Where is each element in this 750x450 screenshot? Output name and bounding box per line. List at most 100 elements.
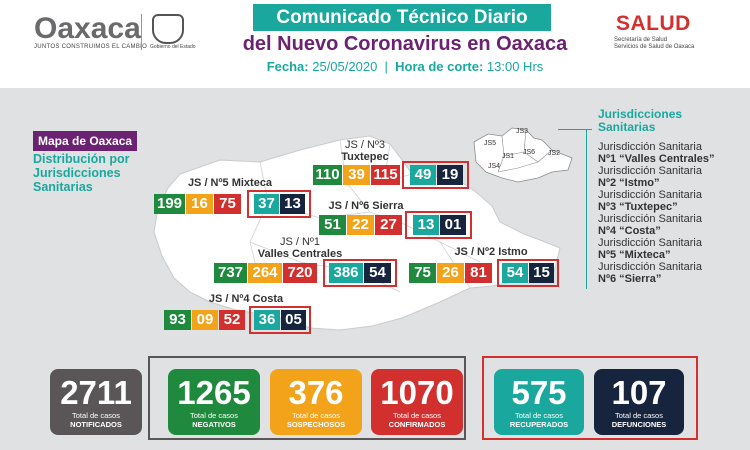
js6-confirmados: 27	[375, 215, 402, 235]
js3-sospechosos: 39	[343, 165, 370, 185]
salud-sub-line2: Servicios de Salud de Oaxaca	[614, 44, 695, 50]
js2-negativos: 75	[409, 263, 436, 283]
salud-sub-line1: Secretaría de Salud	[614, 37, 668, 43]
total-confirmados-value: 1070	[380, 374, 454, 411]
brand-tagline: JUNTOS CONSTRUIMOS EL CAMBIO	[34, 44, 148, 50]
js6-sospechosos: 22	[347, 215, 374, 235]
header: Oaxaca JUNTOS CONSTRUIMOS EL CAMBIO Gobi…	[0, 0, 750, 88]
js5-recuperados: 37	[254, 194, 279, 214]
js3-frame	[402, 161, 469, 189]
fecha-value: 25/05/2020	[312, 59, 378, 74]
js2-confirmados: 81	[465, 263, 492, 283]
js5-name-line1: JS / Nº5 Mixteca	[187, 177, 273, 189]
salud-subtitle: Secretaría de Salud Servicios de Salud d…	[614, 37, 724, 51]
total-sospechosos-value: 376	[288, 374, 344, 411]
total-notificados-category: NOTIFICADOS	[70, 420, 122, 429]
total-confirmados-label: Total de casos	[393, 411, 441, 420]
map-label: Mapa de Oaxaca	[33, 131, 138, 151]
inset-borders	[497, 129, 553, 173]
oaxaca-logo: Oaxaca	[34, 12, 141, 45]
total-recuperados: 575 Total de casos RECUPERADOS	[494, 369, 584, 435]
list-item: Jurisdicción Sanitaria Nº6 “Sierra”	[598, 261, 702, 285]
state-seal-icon	[152, 14, 184, 44]
js1-defunciones: 54	[364, 263, 391, 283]
js5-frame	[247, 190, 311, 218]
js6-frame	[405, 211, 472, 239]
total-defunciones: 107 Total de casos DEFUNCIONES	[594, 369, 684, 435]
js4-defunciones: 05	[281, 310, 306, 330]
fecha-label: Fecha:	[266, 59, 309, 74]
inset-label-js6: JS6	[523, 149, 536, 156]
total-confirmados-category: CONFIRMADOS	[388, 420, 446, 429]
js5-negativos: 199	[154, 194, 185, 214]
js2-defunciones: 15	[529, 263, 554, 283]
list-item-line1: Jurisdicción Sanitaria	[598, 261, 702, 273]
js3-name-line2: Tuxtepec	[341, 151, 389, 163]
js3-defunciones: 19	[437, 165, 463, 185]
list-item-line2: Nº4 “Costa”	[598, 225, 661, 237]
list-item-line2: Nº1 “Valles Centrales”	[598, 153, 715, 165]
total-sospechosos-category: SOSPECHOSOS	[286, 420, 346, 429]
total-sospechosos: 376 Total de casos SOSPECHOSOS	[270, 369, 362, 435]
inset-label-js4: JS4	[488, 163, 501, 170]
js1-sospechosos: 264	[248, 263, 282, 283]
total-recuperados-value: 575	[511, 374, 567, 411]
list-item-line2: Nº6 “Sierra”	[598, 273, 662, 285]
connector-line	[558, 129, 592, 130]
divider	[141, 14, 142, 50]
list-item: Jurisdicción Sanitaria Nº2 “Istmo”	[598, 165, 702, 189]
js1-negativos: 737	[214, 263, 247, 283]
js4-recuperados: 36	[254, 310, 280, 330]
red-bracket	[482, 356, 698, 440]
js6-defunciones: 01	[440, 215, 466, 235]
js2-name-line1: JS / Nº2 Istmo	[454, 246, 528, 258]
js4-frame	[249, 306, 311, 334]
js3-name: JS / Nº3 Tuxtepec	[330, 139, 400, 163]
list-title-line2: Sanitarias	[598, 120, 656, 134]
list-item-line1: Jurisdicción Sanitaria	[598, 189, 702, 201]
inset-label-js5: JS5	[484, 140, 497, 147]
inset-label-js3: JS3	[516, 128, 529, 135]
js3-name-line1: JS / Nº3	[344, 139, 386, 151]
js4-confirmados: 52	[219, 310, 245, 330]
corte-label: Hora de corte:	[395, 59, 484, 74]
list-title: Jurisdicciones Sanitarias	[598, 108, 682, 134]
salud-logo: SALUD	[616, 12, 691, 35]
total-notificados-value: 2711	[60, 374, 132, 411]
js6-recuperados: 13	[413, 215, 439, 235]
inset-label-js1: JS1	[502, 153, 515, 160]
inset-map	[473, 127, 573, 183]
list-bracket-line	[586, 129, 587, 289]
js1-confirmados: 720	[283, 263, 317, 283]
total-confirmados: 1070 Total de casos CONFIRMADOS	[371, 369, 463, 435]
list-item-line2: Nº3 “Tuxtepec”	[598, 201, 678, 213]
inset-map-shape	[473, 127, 573, 183]
list-item-line1: Jurisdicción Sanitaria	[598, 213, 702, 225]
total-negativos-label: Total de casos	[190, 411, 238, 420]
page-title: Comunicado Técnico Diario	[253, 4, 551, 31]
total-negativos-category: NEGATIVOS	[192, 420, 236, 429]
total-recuperados-label: Total de casos	[515, 411, 563, 420]
js4-name: JS / Nº4 Costa	[196, 293, 296, 305]
total-negativos: 1265 Total de casos NEGATIVOS	[168, 369, 260, 435]
total-defunciones-value: 107	[611, 374, 667, 411]
grey-bracket	[148, 356, 466, 440]
list-item-line1: Jurisdicción Sanitaria	[598, 237, 702, 249]
total-recuperados-category: RECUPERADOS	[509, 420, 569, 429]
js2-sospechosos: 26	[437, 263, 464, 283]
map-subtitle: Distribución por Jurisdicciones Sanitari…	[33, 152, 130, 194]
js5-sospechosos: 16	[186, 194, 213, 214]
total-defunciones-category: DEFUNCIONES	[611, 420, 667, 429]
js2-name: JS / Nº2 Istmo	[436, 246, 546, 258]
list-item-line2: Nº5 “Mixteca”	[598, 249, 671, 261]
list-item: Jurisdicción Sanitaria Nº5 “Mixteca”	[598, 237, 702, 261]
total-negativos-value: 1265	[177, 374, 251, 411]
js3-recuperados: 49	[410, 165, 436, 185]
js5-name: JS / Nº5 Mixteca	[170, 177, 290, 189]
js1-frame	[323, 259, 397, 287]
js1-name-line2: Valles Centrales	[257, 248, 343, 260]
total-notificados-label: Total de casos	[72, 411, 120, 420]
js5-confirmados: 75	[214, 194, 241, 214]
js4-name-line1: JS / Nº4 Costa	[208, 293, 284, 305]
js3-negativos: 110	[313, 165, 342, 185]
